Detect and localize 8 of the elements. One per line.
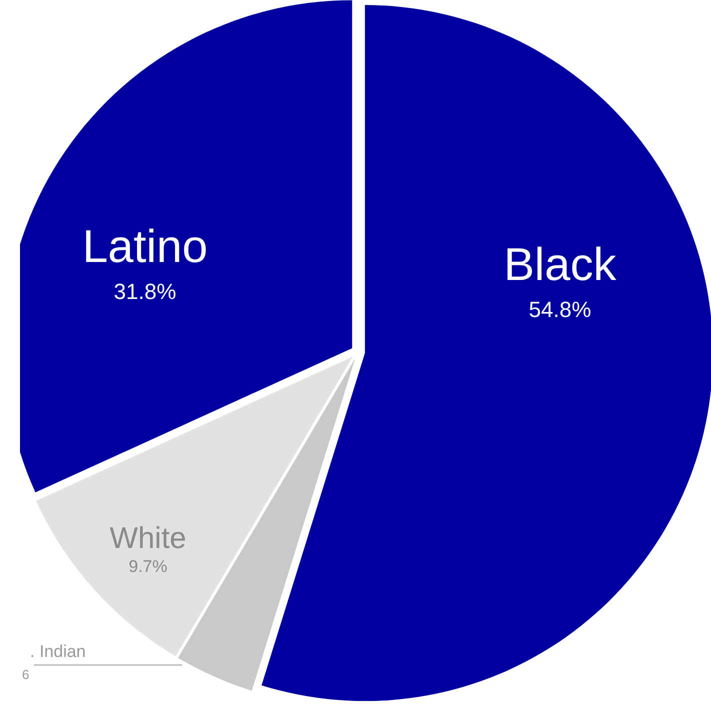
text: 6 [22,667,30,682]
slice-label: Latino [82,220,208,272]
slice-label: White [110,522,186,555]
slice-label: Black [504,238,618,290]
data-label: 54.8% [528,296,592,322]
data-label: 9.7% [128,557,168,576]
data-label: 31.8% [114,278,176,304]
slice-label: . Indian [30,642,86,661]
